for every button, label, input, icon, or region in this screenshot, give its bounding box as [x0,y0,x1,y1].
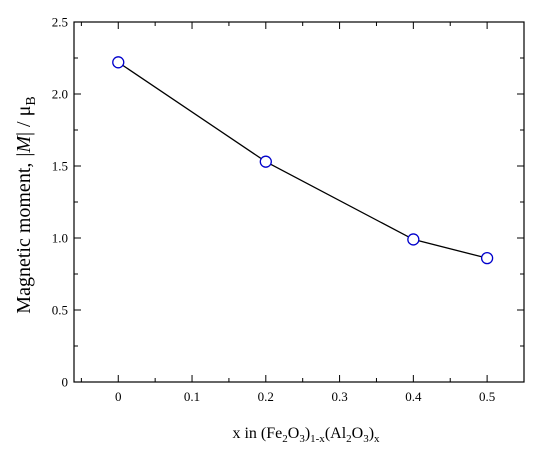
x-tick-label: 0.5 [479,389,495,404]
data-point [259,155,272,168]
series-line [117,61,488,259]
y-axis-label: Magnetic moment,|M|/μB [13,96,39,313]
series-layer [112,56,494,265]
plot-frame-rect [73,21,525,383]
y-tick-label: 2.5 [52,15,68,30]
y-tick-label: 0.5 [52,303,68,318]
x-tick-label: 0.2 [258,389,274,404]
y-tick-label: 2.0 [52,87,68,102]
data-point [112,56,125,69]
x-tick-label: 0.4 [405,389,422,404]
x-tick-label: 0.1 [184,389,200,404]
tick-labels: 0 0.1 0.2 0.3 0.4 0.5 0 0.5 1.0 1.5 2.0 2.5 [52,15,495,405]
y-tick-label: 1.5 [52,159,68,174]
data-point [480,252,494,265]
x-tick-label: 0 [115,389,122,404]
plot-frame [73,21,525,383]
y-tick-label: 0 [62,375,69,390]
x-tick-label: 0.3 [331,389,347,404]
data-point [407,233,420,246]
axis-ticks [74,21,524,383]
x-axis-label: x in (Fe2O3)1-x(Al2O3)x [232,425,380,445]
y-tick-label: 1.0 [52,231,68,246]
